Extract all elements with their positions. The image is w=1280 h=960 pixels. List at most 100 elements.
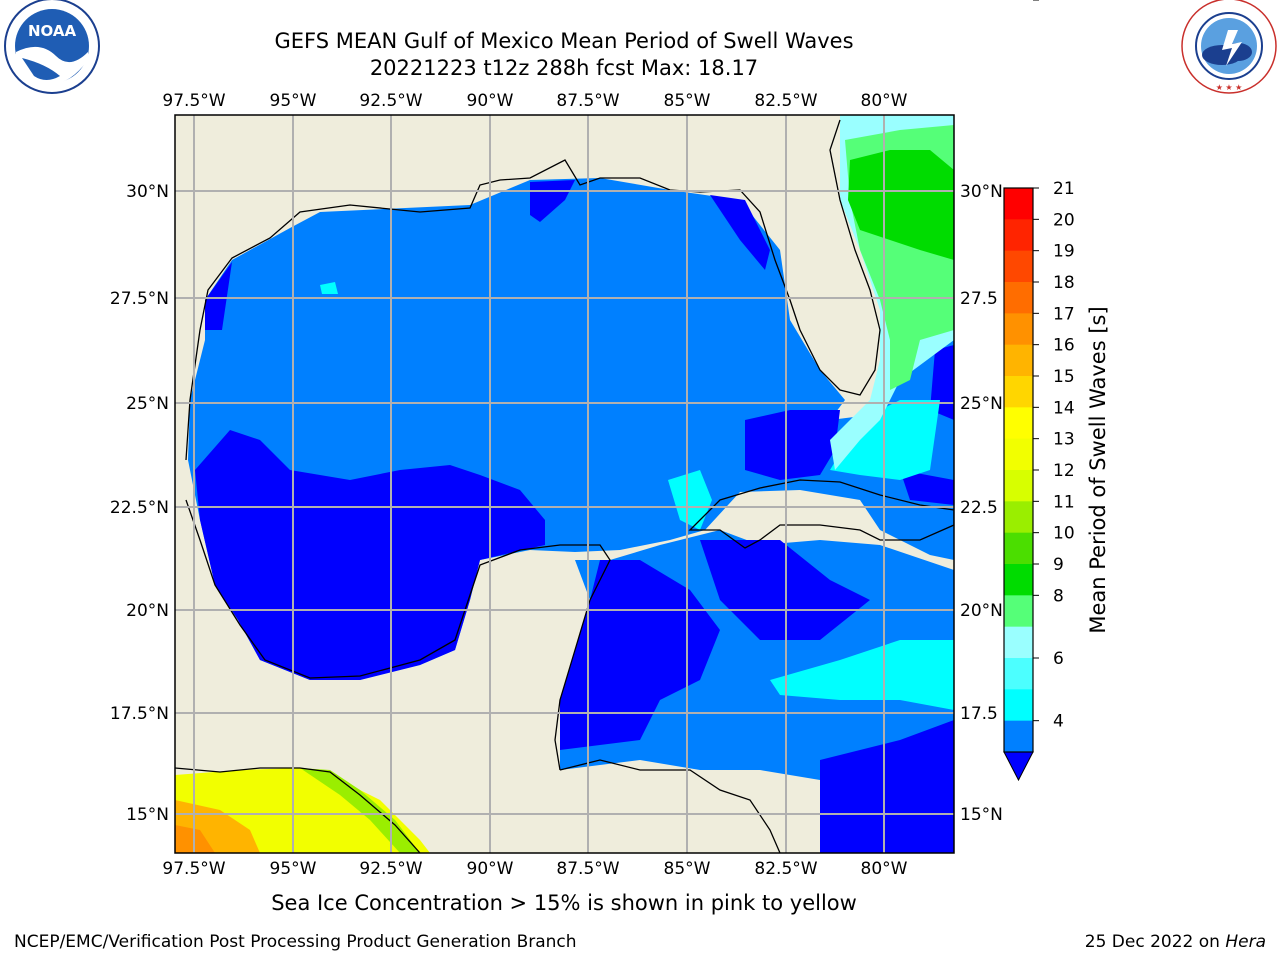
lon-label: 95°W (270, 859, 317, 879)
lon-label: 87.5°W (556, 91, 619, 111)
lat-label: 25°N (960, 394, 1003, 414)
map-area (175, 115, 954, 853)
lat-label: 27.5 (960, 289, 998, 309)
atlantic-green (848, 150, 954, 260)
colorbar-tick-label: 4 (1053, 712, 1064, 732)
colorbar-segment (1004, 595, 1033, 628)
lat-label: 20°N (960, 601, 1003, 621)
colorbar-segment (1004, 376, 1033, 408)
cyan-yucatan-channel (668, 470, 712, 530)
lon-label: 82.5°W (754, 859, 817, 879)
lat-label: 17.5°N (110, 704, 169, 724)
colorbar-segment (1004, 344, 1033, 377)
colorbar-tick-label: 16 (1053, 336, 1075, 356)
noaa-logo: NOAA (4, 0, 100, 94)
lon-label: 90°W (467, 859, 514, 879)
colorbar-tick-label: 9 (1053, 555, 1064, 575)
cyan-carib (770, 640, 954, 710)
lon-label: 97.5°W (162, 859, 225, 879)
colorbar-tick-label: 20 (1053, 210, 1075, 230)
footer-date-text: 25 Dec 2022 on (1084, 932, 1226, 952)
gulf-coastline (185, 119, 881, 461)
colorbar-segment (1004, 282, 1033, 314)
colorbar-tick-label: 19 (1053, 242, 1075, 262)
lon-label: 85°W (664, 91, 711, 111)
lat-label: 15°N (126, 805, 169, 825)
colorbar-tick-label: 6 (1053, 649, 1064, 669)
lat-label: 22.5 (960, 498, 998, 518)
colorbar-segment (1004, 720, 1033, 753)
lon-labels-top: 97.5°W 95°W 92.5°W 90°W 87.5°W 85°W 82.5… (162, 91, 907, 111)
page-subtitle: 20221223 t12z 288h fcst Max: 18.17 (369, 56, 759, 80)
colorbar-segment (1004, 470, 1033, 502)
footer-host: Hera (1225, 932, 1266, 952)
lon-label: 80°W (861, 859, 908, 879)
svg-text:★ ★ ★: ★ ★ ★ (1216, 83, 1243, 92)
colorbar: 21 20 19 18 17 16 15 14 13 12 11 10 9 8 6 4 2 Mean Perio… (1003, 0, 1110, 782)
sea-ice-note: Sea Ice Concentration > 15% is shown in … (271, 891, 857, 915)
colorbar-tick-label: 15 (1053, 367, 1075, 387)
colorbar-segment (1004, 689, 1033, 722)
lat-label: 30°N (960, 182, 1003, 202)
colorbar-tick-label: 10 (1053, 524, 1075, 544)
lat-labels-left: 30°N 27.5°N 25°N 22.5°N 20°N 17.5°N 15°N (110, 182, 169, 825)
lon-label: 82.5°W (754, 91, 817, 111)
colorbar-tick-label: 17 (1053, 304, 1075, 324)
colorbar-label: Mean Period of Swell Waves [s] (1086, 306, 1110, 633)
lon-label: 87.5°W (556, 859, 619, 879)
colorbar-segment (1004, 219, 1033, 252)
lat-label: 17.5 (960, 704, 998, 724)
colorbar-segment (1004, 313, 1033, 346)
dark-blue-nw (205, 262, 232, 330)
gridlines (175, 115, 954, 853)
footer-date: 25 Dec 2022 on Hera (1085, 932, 1266, 952)
lat-label: 22.5°N (110, 498, 169, 518)
colorbar-tick-label: 12 (1053, 461, 1075, 481)
page-title: GEFS MEAN Gulf of Mexico Mean Period of … (274, 29, 854, 53)
mexico-coastline (185, 499, 611, 771)
colorbar-tick-label: 11 (1053, 492, 1075, 512)
cyan-small (320, 282, 338, 294)
dark-blue-east (745, 410, 840, 480)
map-frame (174, 114, 955, 854)
lon-labels-bottom: 97.5°W 95°W 92.5°W 90°W 87.5°W 85°W 82.5… (162, 859, 907, 879)
lon-label: 80°W (861, 91, 908, 111)
lat-label: 30°N (126, 182, 169, 202)
dark-blue-west (195, 430, 545, 680)
lon-label: 92.5°W (359, 91, 422, 111)
lat-label: 20°N (126, 601, 169, 621)
colorbar-segment (1004, 532, 1033, 565)
colorbar-tick-label: 13 (1053, 430, 1075, 450)
colorbar-tick-label: 18 (1053, 273, 1075, 293)
colorbar-tick-label: 2 (1053, 0, 1064, 5)
colorbar-segment (1004, 407, 1033, 440)
lon-label: 92.5°W (359, 859, 422, 879)
lon-label: 90°W (467, 91, 514, 111)
lon-label: 97.5°W (162, 91, 225, 111)
colorbar-segment (1004, 658, 1033, 690)
dark-blue-bahamas (900, 470, 954, 505)
nws-logo: ★ ★ ★ (1181, 0, 1277, 94)
lat-label: 25°N (126, 394, 169, 414)
lat-label: 27.5°N (110, 289, 169, 309)
colorbar-tick-label: 21 (1053, 179, 1075, 199)
lon-label: 95°W (270, 91, 317, 111)
colorbar-segment (1004, 626, 1033, 659)
colorbar-tick-label: 8 (1053, 586, 1064, 606)
lat-label: 15°N (960, 805, 1003, 825)
central-america-coastline (559, 759, 781, 853)
colorbar-segment (1004, 438, 1033, 471)
lat-labels-right: 30°N 27.5 25°N 22.5 20°N 17.5 15°N (960, 182, 1003, 825)
footer-credit: NCEP/EMC/Verification Post Processing Pr… (14, 932, 577, 952)
cuba-coastline (688, 479, 954, 549)
colorbar-extend-triangle (1003, 751, 1034, 782)
dark-blue-se (820, 720, 954, 853)
lon-label: 85°W (664, 859, 711, 879)
colorbar-segment (1004, 250, 1033, 283)
dark-blue-ne (710, 195, 770, 270)
colorbar-segment (1004, 501, 1033, 534)
colorbar-segment (1004, 188, 1033, 220)
noaa-logo-text: NOAA (28, 22, 77, 40)
colorbar-tick-label: 14 (1053, 398, 1075, 418)
